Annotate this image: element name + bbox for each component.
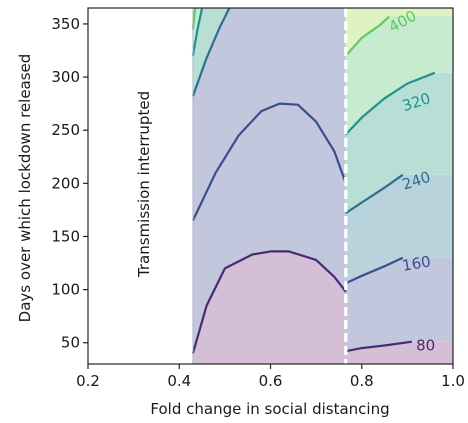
contour-line-240-right [345,173,404,215]
y-tick-label: 350 [51,15,80,33]
contour-line-160-right [345,256,404,285]
y-tick-label: 200 [51,174,80,192]
y-axis-label: Days over which lockdown released [16,54,34,323]
x-tick-label: 0.6 [259,372,283,390]
y-axis: 50 100 150 200 250 300 350 [51,15,88,352]
contour-label-160: 160 [401,252,432,275]
fill-region-240-320-left [192,8,230,97]
fill-region-320-400-left [192,8,203,56]
x-tick-label: 0.8 [350,372,374,390]
fill-region-80-160-right [345,257,453,352]
x-tick-label: 0.4 [167,372,191,390]
y-tick-label: 50 [61,334,80,352]
y-tick-label: 250 [51,121,80,139]
x-tick-label: 0.2 [76,372,100,390]
contour-line-160-left [191,102,347,221]
y-tick-label: 150 [51,227,80,245]
fill-region-160-240-right [345,174,453,284]
fill-region-320-400-right [345,16,453,135]
contour-line-240-left [191,8,231,97]
y-tick-label: 100 [51,281,80,299]
x-tick-label: 1.0 [441,372,465,390]
fill-region-240-320-right [345,72,453,214]
x-axis: 0.2 0.4 0.6 0.8 1.0 [76,364,465,390]
transmission-interrupted-annotation: Transmission interrupted [135,91,153,278]
y-tick-label: 300 [51,68,80,86]
contour-fill-layer [192,8,453,364]
fill-region-below-80 [192,251,346,364]
threshold-layer [192,8,348,364]
contour-line-320-right [344,71,436,136]
contour-line-layer [191,8,436,354]
fill-region-above-400-right [345,8,453,56]
contour-line-400-right [344,15,390,57]
contour-line-80-right [345,340,413,353]
x-axis-label: Fold change in social distancing [150,400,389,418]
contour-line-320-left [191,8,204,56]
contour-line-80-left [191,250,347,354]
contour-label-80: 80 [416,336,435,354]
